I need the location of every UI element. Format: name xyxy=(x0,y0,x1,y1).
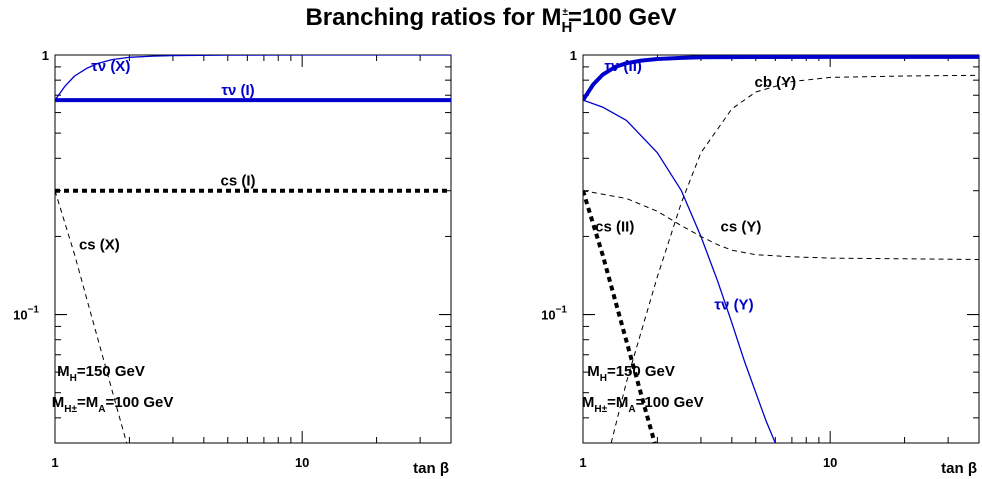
plot-frame xyxy=(582,54,980,444)
series-cs-x xyxy=(55,190,128,443)
annotation-cs-y: cs (Y) xyxy=(721,218,762,235)
x-tick-label: 10 xyxy=(295,455,309,470)
page-title: Branching ratios for MH±=100 GeV xyxy=(0,4,982,36)
annotation-cs-ii: cs (II) xyxy=(595,218,634,235)
y-tick-label: 10−1 xyxy=(541,305,567,323)
annotation-ii: τν (II) xyxy=(604,58,642,75)
x-axis-label: tan β xyxy=(413,460,449,477)
series-x xyxy=(55,55,451,101)
right-panel: 1 10 1 10−1 tan β τν (II) cb (Y) cs (Y) cs (II) τ… xyxy=(541,48,980,477)
series-cb-y xyxy=(610,74,979,443)
mass-label-2: MH±=MA=100 GeV xyxy=(582,394,704,415)
y-tick-label: 10−1 xyxy=(13,305,39,323)
left-panel: 1 10 1 10−1 tan β τν (X) τν (I) cs (I) cs (X) MH=… xyxy=(13,48,452,477)
annotation-i: τν (I) xyxy=(221,82,254,99)
annotation-x: τν (X) xyxy=(91,58,130,75)
annotation-y: τν (Y) xyxy=(714,297,753,314)
title-superscript: ± xyxy=(562,7,568,18)
mass-label-1: MH=150 GeV xyxy=(57,363,145,384)
x-axis-label: tan β xyxy=(941,460,977,477)
title-suffix: =100 GeV xyxy=(567,4,677,31)
x-tick-label: 10 xyxy=(823,455,837,470)
mass-label-1: MH=150 GeV xyxy=(587,363,675,384)
x-tick-label: 1 xyxy=(51,455,58,470)
annotation-cs-i: cs (I) xyxy=(220,173,255,190)
series-y xyxy=(583,99,776,443)
series-ii xyxy=(583,55,979,102)
mass-label-2: MH±=MA=100 GeV xyxy=(52,394,174,415)
annotation-cb-y: cb (Y) xyxy=(755,74,797,91)
series-cs-y xyxy=(583,190,979,260)
title-prefix: Branching ratios for M xyxy=(305,4,562,31)
y-tick-label: 1 xyxy=(570,48,577,63)
annotation-cs-x: cs (X) xyxy=(79,237,120,254)
series-cs-ii xyxy=(583,190,657,443)
y-tick-label: 1 xyxy=(42,48,49,63)
x-tick-label: 1 xyxy=(579,455,586,470)
title-subscript: H xyxy=(561,19,573,36)
